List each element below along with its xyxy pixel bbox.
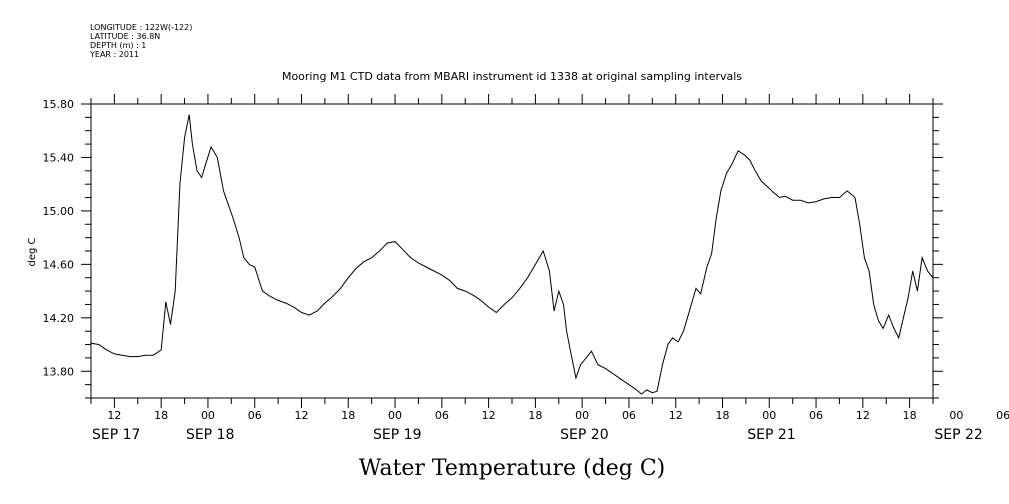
x-hour-label: 12 [107,409,121,422]
plot-frame [90,103,934,399]
x-day-label: SEP 20 [560,427,608,443]
x-hour-label: 12 [482,409,496,422]
chart-title: Mooring M1 CTD data from MBARI instrumen… [282,70,742,83]
x-hour-label: 18 [154,409,168,422]
x-hour-label: 18 [341,409,355,422]
x-hour-label: 06 [996,409,1009,422]
x-hour-label: 00 [575,409,589,422]
y-tick-label: 13.80 [43,365,75,378]
x-ticks [90,94,934,408]
series-line [90,114,934,395]
y-ticks-right [933,103,943,399]
x-axis-label: Water Temperature (deg C) [359,456,666,481]
x-hour-label: 06 [809,409,823,422]
x-hour-label: 06 [622,409,636,422]
x-hour-label: 06 [435,409,449,422]
x-hour-label: 00 [388,409,402,422]
x-hour-label: 12 [856,409,870,422]
meta-depth: DEPTH (m) : 1 [90,41,146,50]
y-tick-label: 15.40 [43,151,75,164]
x-hour-label: 18 [528,409,542,422]
meta-longitude: LONGITUDE : 122W(-122) [90,23,192,32]
y-tick-label: 15.80 [43,98,75,111]
x-hour-labels: 12 18 00 06 12 18 00 06 12 18 00 06 12 18 00 06 12 18 00 06… [107,409,1009,422]
x-day-label: SEP 22 [934,427,982,443]
x-hour-label: 00 [201,409,215,422]
meta-latitude: LATITUDE : 36.8N [90,32,160,41]
x-hour-label: 12 [295,409,309,422]
y-tick-labels: 13.80 14.20 14.60 15.00 15.40 15.80 [43,98,75,378]
x-day-label: SEP 18 [186,427,234,443]
y-tick-label: 15.00 [43,205,75,218]
x-day-label: SEP 21 [747,427,795,443]
y-tick-label: 14.20 [43,312,75,325]
y-ticks-left [81,103,91,399]
y-axis-label: deg C [27,237,38,266]
x-hour-label: 00 [949,409,963,422]
x-hour-label: 12 [669,409,683,422]
x-hour-label: 18 [903,409,917,422]
x-hour-label: 18 [716,409,730,422]
x-day-label: SEP 17 [92,427,140,443]
x-hour-label: 06 [248,409,262,422]
y-tick-label: 14.60 [43,258,75,271]
x-day-label: SEP 19 [373,427,421,443]
meta-year: YEAR : 2011 [89,50,139,59]
x-hour-label: 00 [762,409,776,422]
